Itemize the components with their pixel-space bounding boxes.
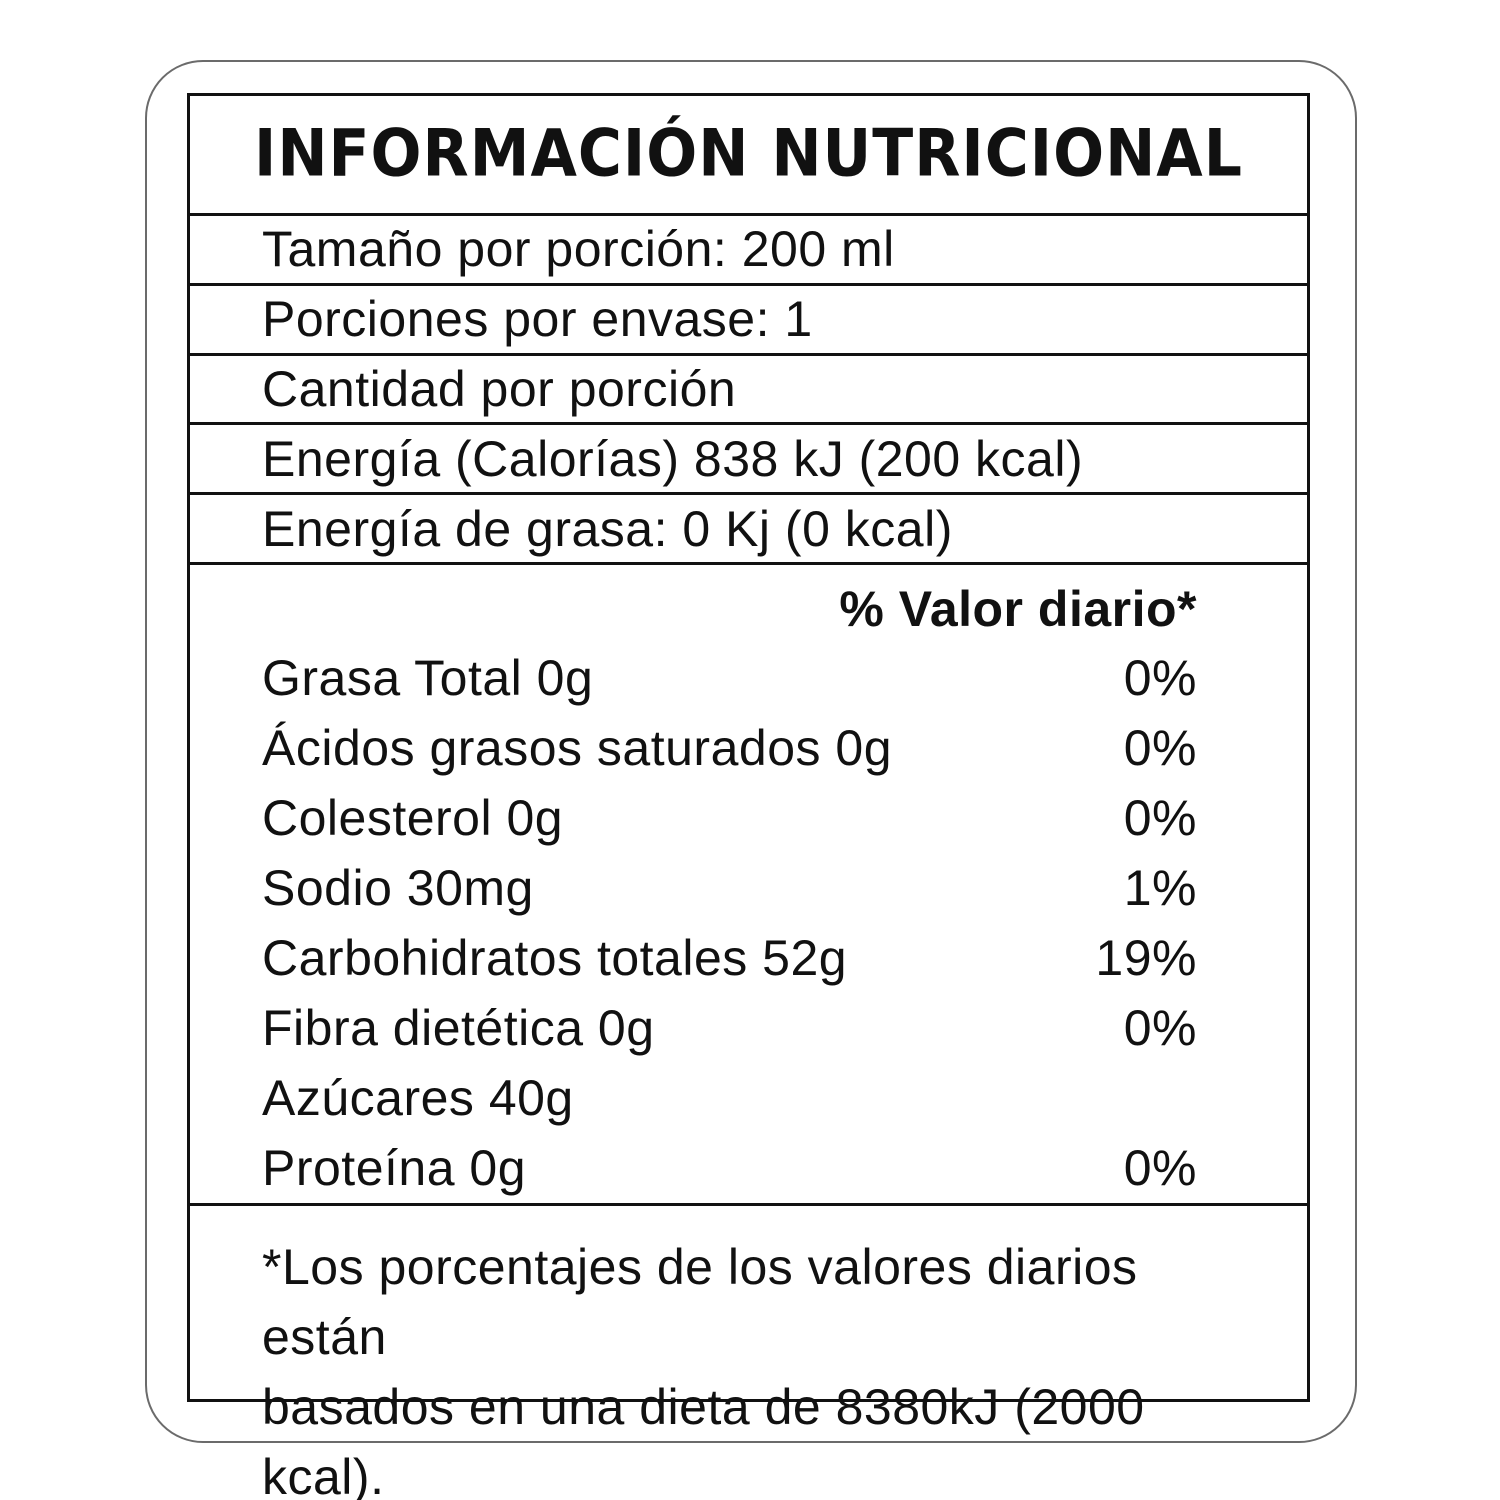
servings-per-container-row: Porciones por envase: 1 — [190, 282, 1307, 353]
nutrition-facts-table: INFORMACIÓN NUTRICIONAL Tamaño por porci… — [187, 93, 1310, 1500]
nutrient-row-dietary-fiber: Fibra dietética 0g 0% — [262, 993, 1197, 1063]
nutrient-row-total-fat: Grasa Total 0g 0% — [262, 643, 1197, 713]
nutrient-row-protein: Proteína 0g 0% — [262, 1133, 1197, 1203]
energy-from-fat-text: Energía de grasa: 0 Kj (0 kcal) — [262, 500, 953, 557]
nutrient-name: Colesterol 0g — [262, 789, 564, 846]
energy-from-fat-row: Energía de grasa: 0 Kj (0 kcal) — [190, 492, 1307, 562]
nutrient-row-total-carbohydrate: Carbohidratos totales 52g 19% — [262, 923, 1197, 993]
amount-per-serving-text: Cantidad por porción — [262, 360, 737, 417]
nutrient-daily-value: 19% — [1095, 929, 1197, 986]
daily-value-header: % Valor diario* — [839, 580, 1197, 637]
nutrient-daily-value: 0% — [1123, 649, 1197, 706]
nutrient-name: Ácidos grasos saturados 0g — [262, 719, 893, 776]
nutrient-row-sugars: Azúcares 40g — [262, 1063, 1197, 1133]
footnote-line-1: *Los porcentajes de los valores diarios … — [262, 1238, 1138, 1365]
nutrient-name: Azúcares 40g — [262, 1069, 574, 1126]
daily-value-footnote: *Los porcentajes de los valores diarios … — [190, 1202, 1307, 1500]
label-header: INFORMACIÓN NUTRICIONAL — [190, 96, 1307, 213]
nutrient-name: Fibra dietética 0g — [262, 999, 655, 1056]
nutrient-row-cholesterol: Colesterol 0g 0% — [262, 783, 1197, 853]
serving-size-row: Tamaño por porción: 200 ml — [190, 212, 1307, 283]
daily-value-section: % Valor diario* Grasa Total 0g 0% Ácidos… — [190, 561, 1307, 1203]
nutrient-daily-value: 1% — [1123, 859, 1197, 916]
footnote-line-2: basados en una dieta de 8380kJ (2000 kca… — [262, 1378, 1145, 1500]
nutrient-daily-value: 0% — [1123, 719, 1197, 776]
serving-size-text: Tamaño por porción: 200 ml — [262, 221, 895, 278]
nutrient-name: Proteína 0g — [262, 1139, 527, 1196]
label-title: INFORMACIÓN NUTRICIONAL — [254, 116, 1243, 193]
nutrient-daily-value: 0% — [1123, 789, 1197, 846]
nutrient-row-saturated-fat: Ácidos grasos saturados 0g 0% — [262, 713, 1197, 783]
nutrient-daily-value: 0% — [1123, 999, 1197, 1056]
nutrient-daily-value: 0% — [1123, 1139, 1197, 1196]
energy-calories-text: Energía (Calorías) 838 kJ (200 kcal) — [262, 430, 1084, 487]
amount-per-serving-row: Cantidad por porción — [190, 352, 1307, 423]
energy-calories-row: Energía (Calorías) 838 kJ (200 kcal) — [190, 422, 1307, 492]
nutrient-name: Grasa Total 0g — [262, 649, 594, 706]
nutrient-name: Carbohidratos totales 52g — [262, 929, 848, 986]
servings-per-container-text: Porciones por envase: 1 — [262, 291, 813, 348]
nutrient-row-sodium: Sodio 30mg 1% — [262, 853, 1197, 923]
nutrient-name: Sodio 30mg — [262, 859, 534, 916]
